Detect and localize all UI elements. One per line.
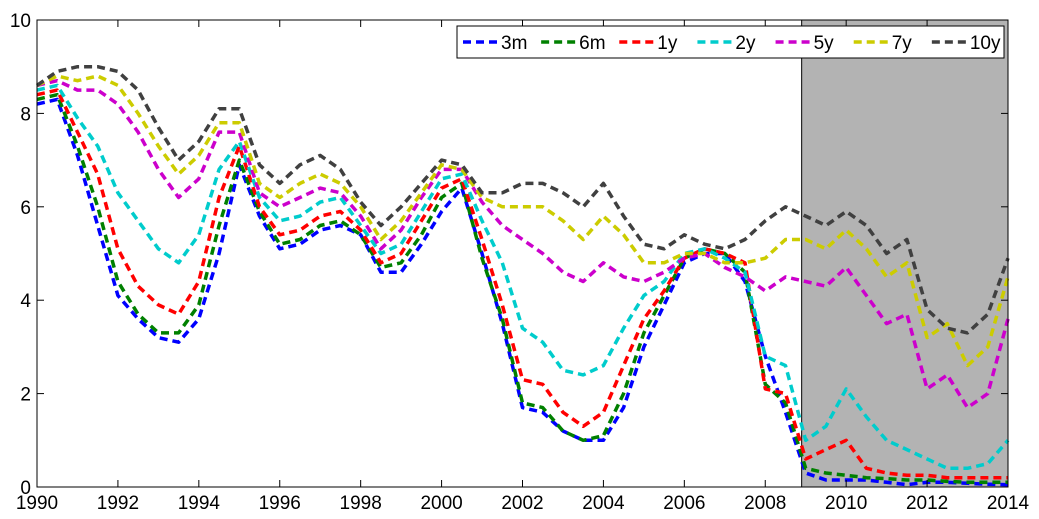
x-tick-label: 2014	[987, 493, 1030, 514]
series-line-1y	[36, 88, 1008, 480]
plot-frame	[36, 19, 1009, 488]
x-tick-label: 2000	[420, 493, 462, 514]
legend-label-7y: 7y	[892, 33, 913, 54]
series-line-7y	[36, 74, 1010, 368]
y-tick-label: 4	[20, 291, 31, 312]
series-line-5y	[36, 78, 1010, 410]
shaded-region	[801, 19, 1009, 488]
legend-label-2y: 2y	[735, 33, 756, 54]
x-tick-label: 1994	[178, 493, 221, 514]
x-tick-label: 2006	[663, 493, 705, 514]
x-tick-label: 1998	[340, 493, 382, 514]
legend-label-10y: 10y	[970, 33, 1001, 54]
series-line-2y	[36, 83, 1010, 471]
legend-label-5y: 5y	[814, 33, 835, 54]
x-tick-label: 2004	[582, 493, 625, 514]
y-tick-label: 6	[20, 198, 31, 219]
legend-label-6m: 6m	[579, 33, 605, 54]
legend-label-3m: 3m	[501, 33, 527, 54]
y-tick-label: 0	[20, 478, 31, 499]
x-tick-label: 1996	[259, 493, 301, 514]
x-tick-label: 2010	[825, 493, 867, 514]
x-tick-label: 1990	[16, 493, 58, 514]
x-tick-label: 2012	[906, 493, 948, 514]
series-line-10y	[36, 64, 1010, 335]
x-tick-label: 2008	[744, 493, 786, 514]
legend-label-1y: 1y	[657, 33, 678, 54]
y-tick-label: 8	[20, 104, 31, 125]
y-tick-label: 2	[20, 385, 31, 406]
legend: 3m 6m 1y 2y 5y 7y 10y	[456, 25, 1005, 59]
x-tick-label: 1992	[97, 493, 139, 514]
x-tick-label: 2002	[501, 493, 543, 514]
y-tick-label: 10	[10, 11, 31, 32]
series-line-6m	[36, 92, 1008, 485]
